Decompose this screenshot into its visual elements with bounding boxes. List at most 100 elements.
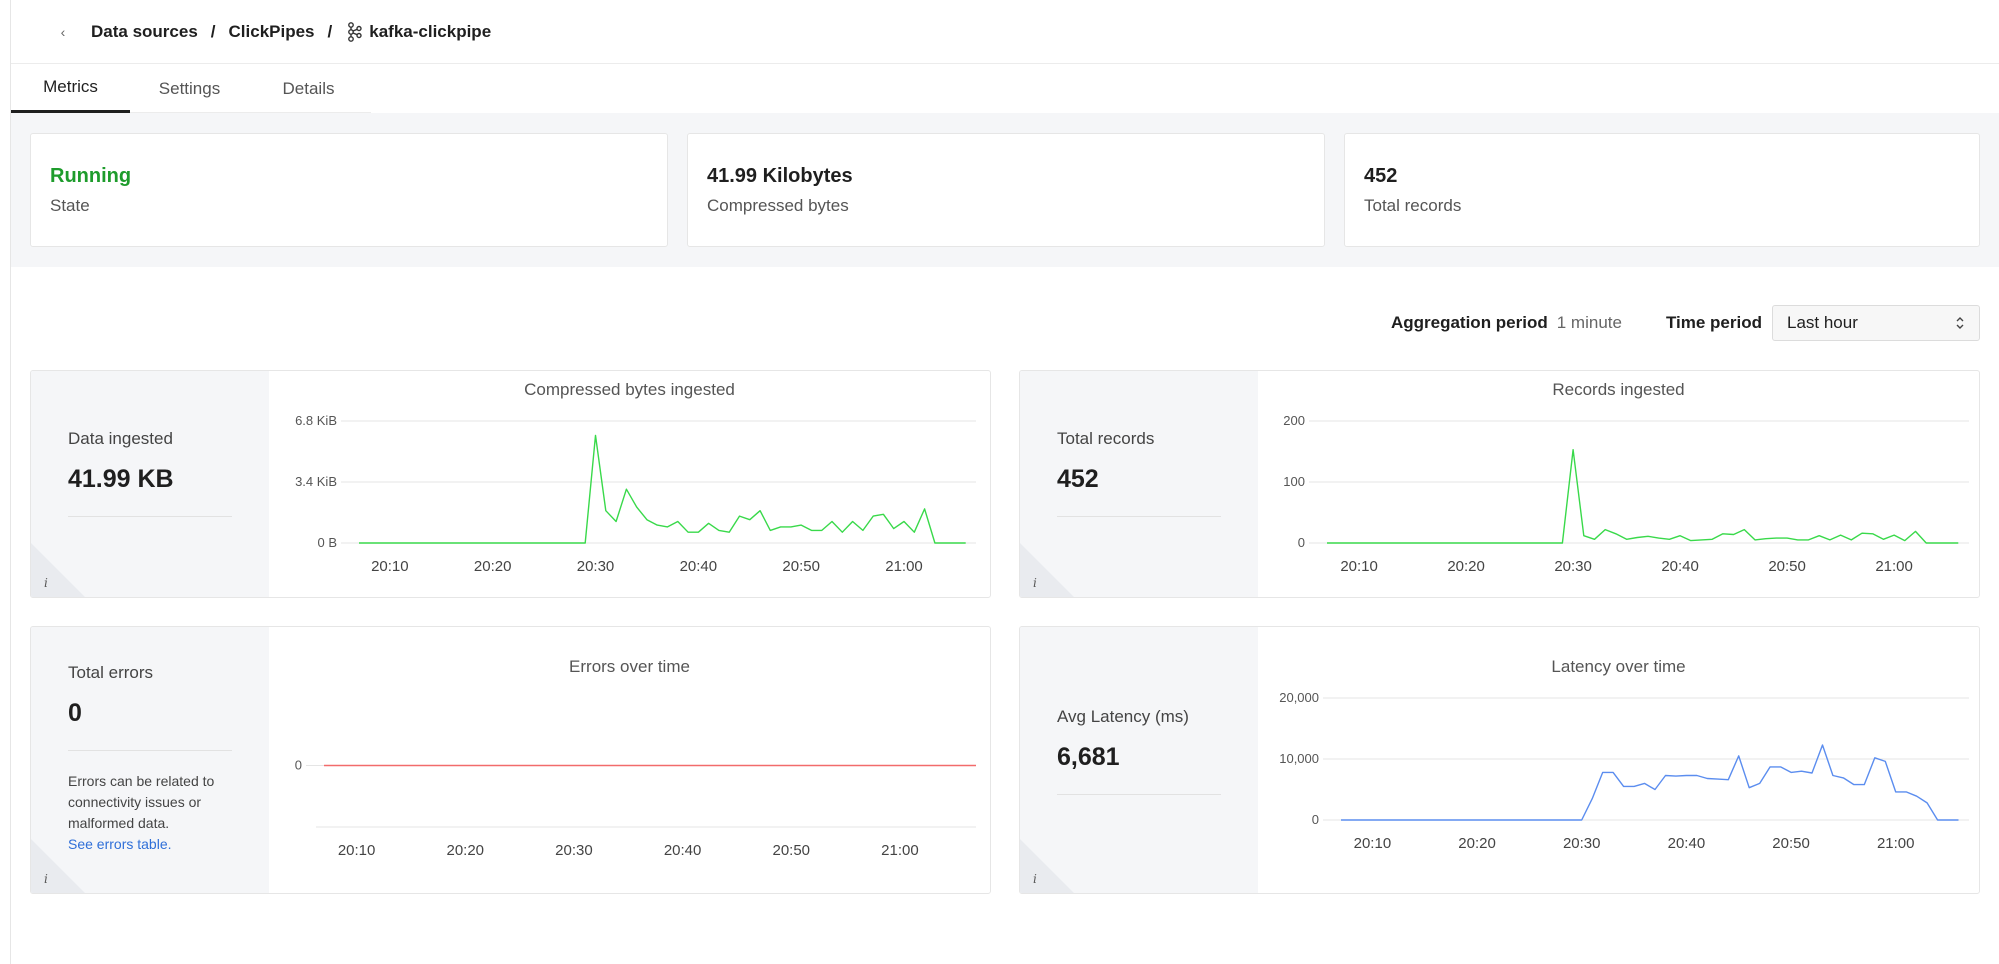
x-tick-label: 21:00 <box>881 842 919 859</box>
time-period-label: Time period <box>1665 313 1762 332</box>
x-tick-label: 20:30 <box>1563 835 1601 852</box>
time-period-select[interactable]: Last hour <box>1772 305 1980 341</box>
records-ingested-panel: Total records 452 i Records ingested 0 10… <box>1019 370 1980 598</box>
data-ingested-value: 41.99 KB <box>68 465 174 493</box>
errors-note: Errors can be related to connectivity is… <box>68 771 238 855</box>
breadcrumb-kafka-clickpipe: kafka-clickpipe <box>369 21 492 41</box>
y-tick-label: 0 B <box>317 535 337 550</box>
breadcrumb-clickpipes[interactable]: ClickPipes <box>228 21 315 41</box>
y-tick-label: 0 <box>295 758 302 773</box>
x-tick-label: 20:50 <box>1772 835 1810 852</box>
compressed-bytes-value: 41.99 Kilobytes <box>707 165 853 187</box>
x-tick-label: 20:50 <box>772 842 810 859</box>
see-errors-table-link[interactable]: See errors table. <box>68 836 172 852</box>
left-sidebar-edge <box>0 0 11 964</box>
compressed-bytes-label: Compressed bytes <box>707 196 849 215</box>
y-tick-label: 100 <box>1283 474 1305 489</box>
records-chart: Records ingested 0 100 200 20:10 20:20 20:30 2… <box>1258 371 1979 597</box>
corner-decoration <box>31 543 85 597</box>
compressed-bytes-card: 41.99 Kilobytes Compressed bytes <box>687 133 1325 247</box>
records-ingested-stat: Total records 452 i <box>1020 371 1258 597</box>
series-line <box>1327 448 1959 544</box>
series-line <box>359 434 966 544</box>
total-records-title: Total records <box>1057 429 1155 448</box>
chart-title: Latency over time <box>1551 657 1686 676</box>
y-tick-label: 200 <box>1283 413 1305 428</box>
errors-note-text: Errors can be related to connectivity is… <box>68 773 215 831</box>
x-tick-label: 21:00 <box>1875 558 1913 575</box>
x-tick-label: 20:30 <box>555 842 593 859</box>
avg-latency-value: 6,681 <box>1057 743 1120 771</box>
chart-title: Errors over time <box>569 657 690 676</box>
breadcrumb-separator: / <box>210 21 216 41</box>
total-errors-value: 0 <box>68 699 82 727</box>
errors-chart: Errors over time 0 20:10 20:20 20:30 20:40 20… <box>269 627 990 893</box>
compressed-bytes-chart: Compressed bytes ingested 0 B 3.4 KiB 6.8 … <box>269 371 990 597</box>
x-tick-label: 20:20 <box>474 558 512 575</box>
total-records-card: 452 Total records <box>1344 133 1980 247</box>
x-tick-label: 20:10 <box>1354 835 1392 852</box>
x-tick-label: 20:10 <box>338 842 376 859</box>
x-tick-label: 20:50 <box>782 558 820 575</box>
y-tick-label: 0 <box>1312 812 1319 827</box>
tab-settings[interactable]: Settings <box>158 78 221 98</box>
y-tick-label: 0 <box>1298 535 1305 550</box>
y-tick-label: 6.8 KiB <box>295 413 337 428</box>
tab-details[interactable]: Details <box>282 78 335 98</box>
compressed-bytes-plot: 0 B 3.4 KiB 6.8 KiB 20:10 20:20 20:30 20:40 20:… <box>295 413 976 575</box>
x-tick-label: 20:20 <box>446 842 484 859</box>
corner-decoration <box>31 839 85 893</box>
breadcrumb-separator: / <box>327 21 333 41</box>
x-tick-label: 20:30 <box>577 558 615 575</box>
total-errors-title: Total errors <box>68 663 154 682</box>
chevron-up-down-icon <box>1956 317 1964 329</box>
tab-metrics[interactable]: Metrics <box>11 64 130 113</box>
info-icon[interactable]: i <box>44 576 48 590</box>
y-tick-label: 10,000 <box>1279 751 1319 766</box>
y-tick-label: 3.4 KiB <box>295 474 337 489</box>
x-tick-label: 20:10 <box>371 558 409 575</box>
total-records-stat-value: 452 <box>1057 465 1099 493</box>
x-tick-label: 20:10 <box>1340 558 1378 575</box>
back-button[interactable]: ‹ <box>51 20 75 44</box>
corner-decoration <box>1020 839 1074 893</box>
data-ingested-stat: Data ingested 41.99 KB i <box>31 371 269 597</box>
total-records-label: Total records <box>1364 196 1462 215</box>
avg-latency-title: Avg Latency (ms) <box>1057 707 1189 726</box>
kafka-icon <box>348 21 362 42</box>
x-tick-label: 20:50 <box>1768 558 1806 575</box>
state-label: State <box>50 196 90 215</box>
records-plot: 0 100 200 20:10 20:20 20:30 20:40 20:50 21:00 <box>1283 413 1969 575</box>
chart-title: Compressed bytes ingested <box>524 380 735 399</box>
x-tick-label: 20:20 <box>1447 558 1485 575</box>
total-records-value: 452 <box>1364 165 1398 187</box>
latency-plot: 0 10,000 20,000 20:10 20:20 20:30 20:40 20:50 21… <box>1279 690 1969 852</box>
stat-divider <box>1057 794 1221 795</box>
aggregation-period-label: Aggregation period <box>1390 313 1548 332</box>
chevron-left-icon: ‹ <box>60 23 66 40</box>
corner-decoration <box>1020 543 1074 597</box>
page-header: ‹ Data sources / ClickPipes / kafka-clic… <box>11 0 1999 64</box>
x-tick-label: 20:40 <box>680 558 718 575</box>
x-tick-label: 20:40 <box>1668 835 1706 852</box>
latency-chart: Latency over time 0 10,000 20,000 20:10 20:2… <box>1258 627 1979 893</box>
state-value: Running <box>50 165 132 187</box>
info-icon[interactable]: i <box>1033 872 1037 886</box>
x-tick-label: 20:40 <box>1661 558 1699 575</box>
data-ingested-panel: Data ingested 41.99 KB i Compressed byte… <box>30 370 991 598</box>
series-line <box>1341 744 1959 821</box>
info-icon[interactable]: i <box>1033 576 1037 590</box>
errors-plot: 0 20:10 20:20 20:30 20:40 20:50 21:00 <box>295 758 976 859</box>
y-tick-label: 20,000 <box>1279 690 1319 705</box>
stat-divider <box>68 750 232 751</box>
info-icon[interactable]: i <box>44 872 48 886</box>
errors-stat: Total errors 0 Errors can be related to … <box>31 627 269 893</box>
x-tick-label: 21:00 <box>1877 835 1915 852</box>
chart-title: Records ingested <box>1552 380 1685 399</box>
tab-bar: Metrics Settings Details <box>11 64 371 113</box>
breadcrumb-data-sources[interactable]: Data sources <box>91 21 198 41</box>
stat-divider <box>68 516 232 517</box>
state-card: Running State <box>30 133 668 247</box>
summary-band: Running State 41.99 Kilobytes Compressed… <box>11 113 1999 267</box>
errors-panel: Total errors 0 Errors can be related to … <box>30 626 991 894</box>
